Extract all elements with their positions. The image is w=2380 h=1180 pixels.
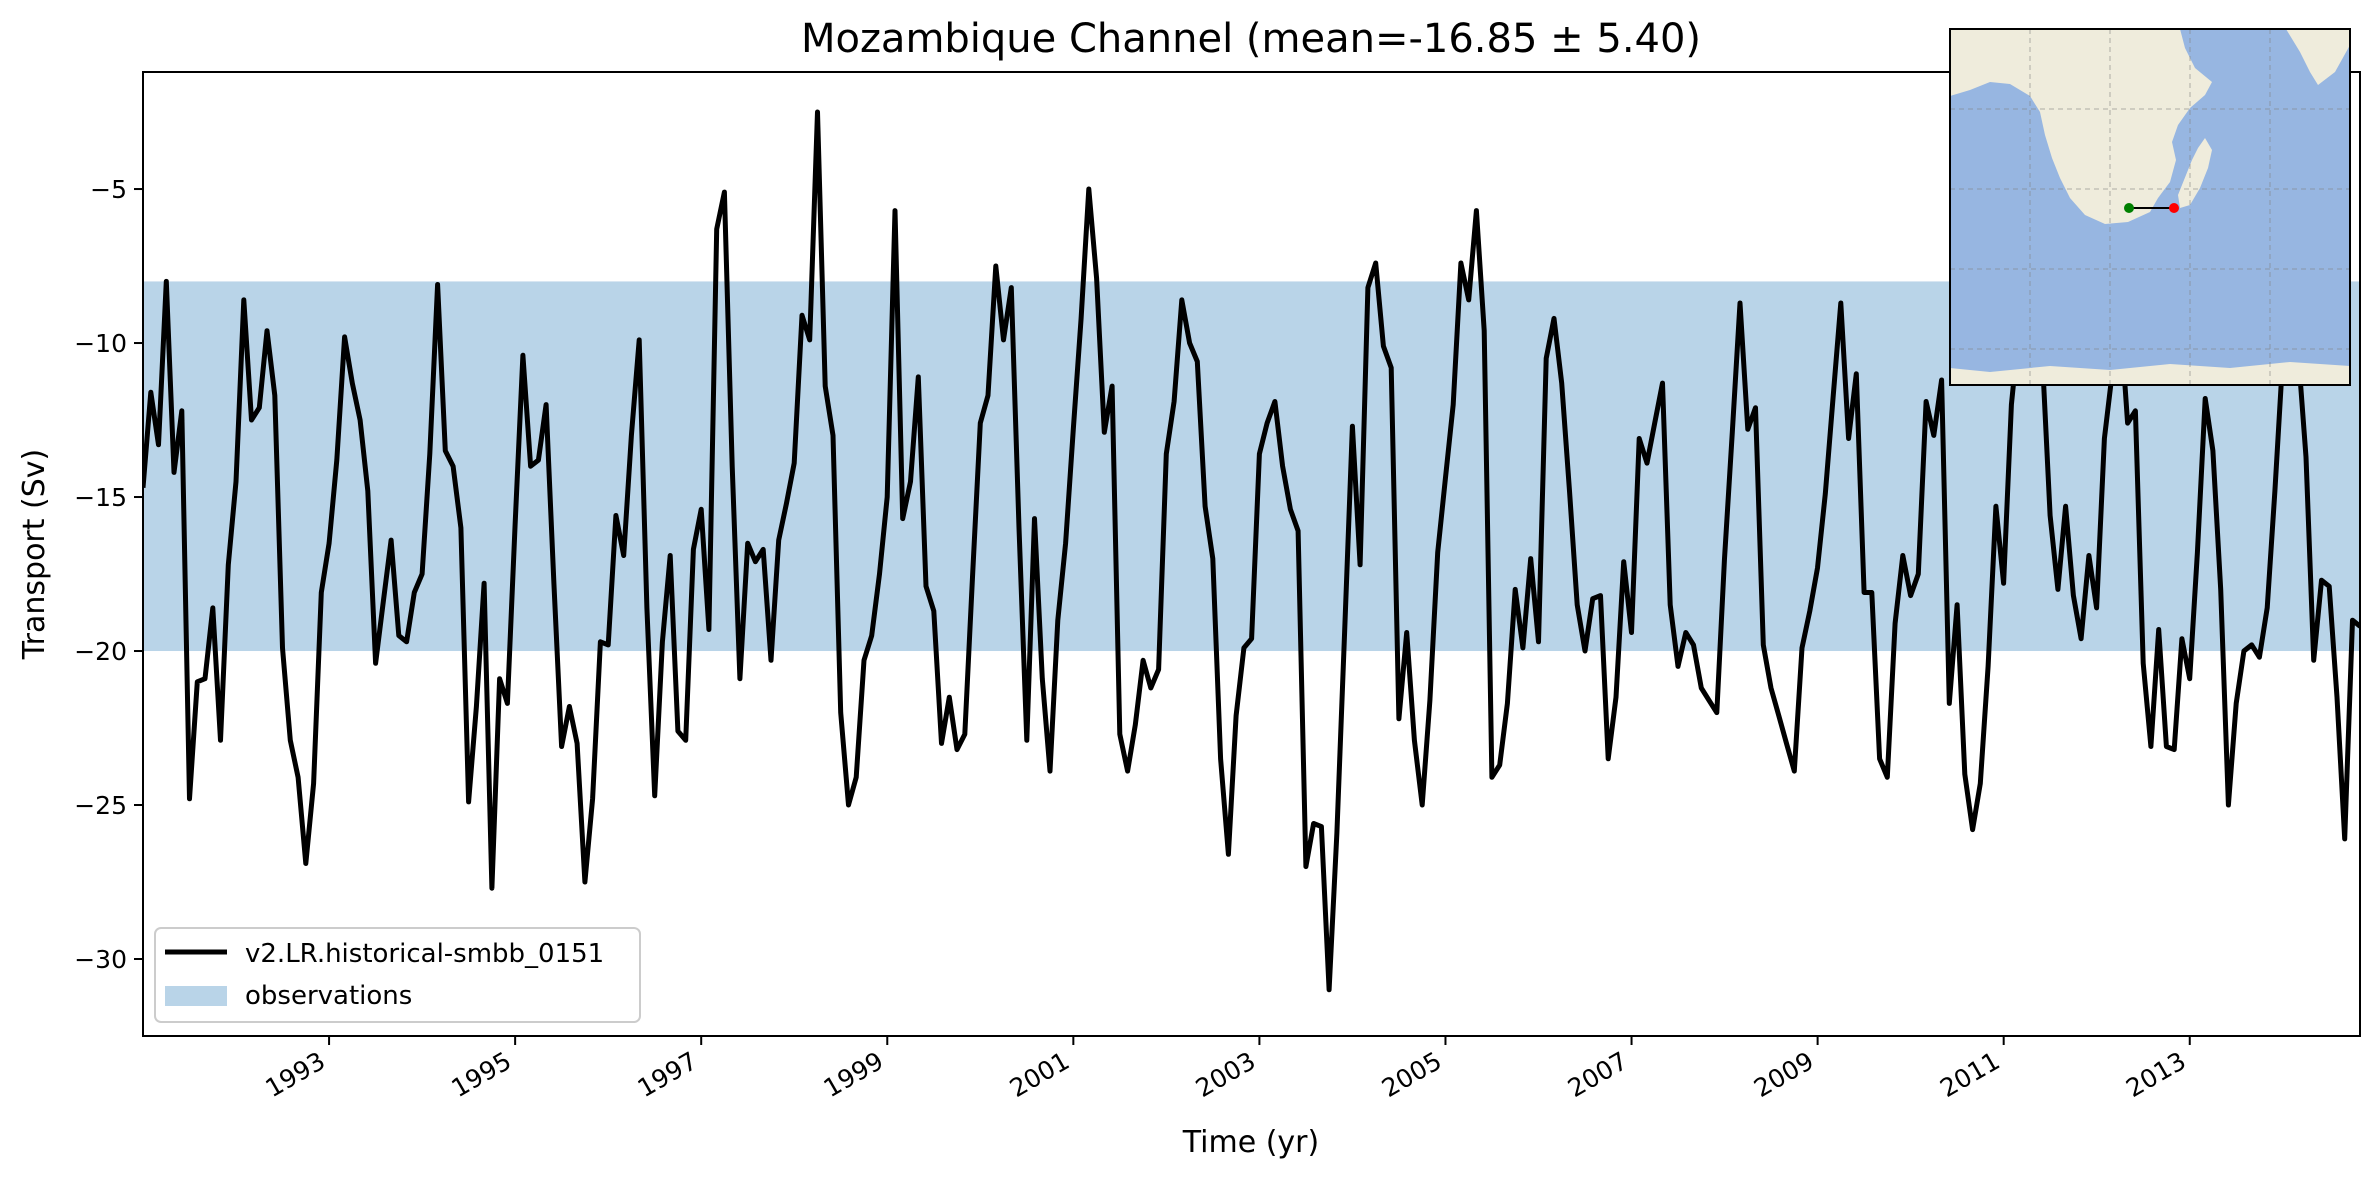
x-tick-label: 2001: [1005, 1046, 1075, 1103]
x-tick-label: 2003: [1191, 1046, 1261, 1103]
y-tick-label: −20: [74, 637, 127, 666]
y-tick-label: −15: [74, 483, 127, 512]
x-tick-label: 1995: [447, 1046, 517, 1103]
map-land-africa: [1950, 29, 2212, 224]
map-graticule: [1950, 29, 2350, 385]
y-axis-label: Transport (Sv): [17, 449, 52, 661]
x-tick-label: 2013: [2121, 1046, 2191, 1103]
series-line: [143, 109, 2360, 993]
x-axis: 1993 1995 1997 1999 2001 2003 2005 2007 2009 2011…: [260, 1036, 2191, 1103]
legend-band-swatch: [165, 986, 227, 1006]
map-land-arabia: [2286, 29, 2350, 85]
x-tick-label: 2005: [1377, 1046, 1447, 1103]
y-tick-label: −25: [74, 791, 127, 820]
map-land-madagascar: [2178, 138, 2212, 208]
x-tick-label: 2011: [1935, 1046, 2005, 1103]
x-tick-label: 1999: [819, 1046, 889, 1103]
x-axis-label: Time (yr): [1182, 1125, 1319, 1160]
legend-series-label: v2.LR.historical-smbb_0151: [245, 939, 604, 969]
inset-map: [1949, 28, 2351, 386]
chart-title: Mozambique Channel (mean=-16.85 ± 5.40): [801, 16, 1701, 62]
y-tick-label: −5: [90, 175, 127, 204]
y-tick-label: −30: [74, 945, 127, 974]
map-frame: [1949, 28, 2351, 386]
legend-box: [154, 927, 641, 1023]
legend: v2.LR.historical-smbb_0151 observations: [154, 927, 641, 1023]
x-tick-label: 2007: [1563, 1046, 1633, 1103]
map-section-start-marker: [2124, 203, 2134, 213]
x-tick-label: 1993: [260, 1046, 330, 1103]
map-land-antarctica: [1950, 362, 2350, 385]
x-tick-label: 1997: [633, 1046, 703, 1103]
x-tick-label: 2009: [1749, 1046, 1819, 1103]
y-tick-label: −10: [74, 329, 127, 358]
line-layer: [143, 109, 2360, 993]
legend-band-label: observations: [245, 981, 412, 1011]
map-section-end-marker: [2169, 203, 2179, 213]
plot-frame: [142, 71, 2361, 1037]
y-axis: −5 −10 −15 −20 −25 −30: [74, 175, 143, 974]
